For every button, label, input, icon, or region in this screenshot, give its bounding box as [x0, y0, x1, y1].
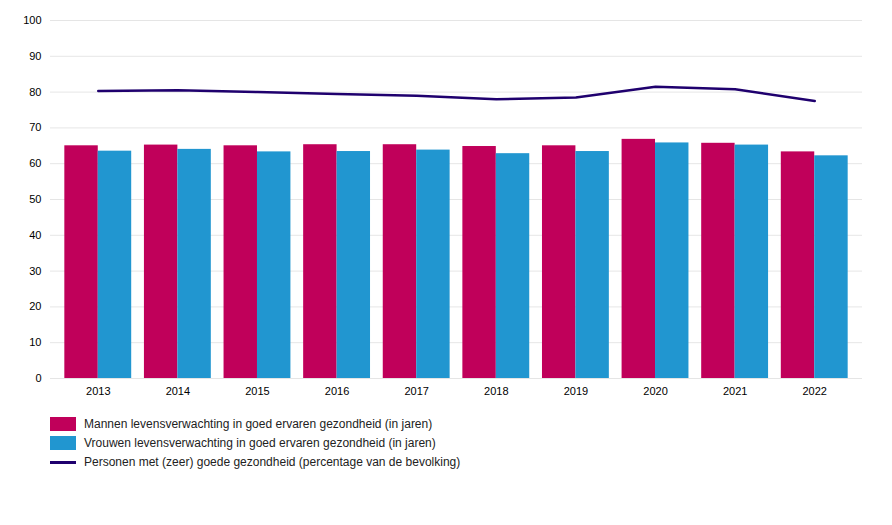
svg-text:40: 40: [29, 229, 41, 241]
svg-text:2019: 2019: [564, 385, 588, 397]
svg-text:30: 30: [29, 265, 41, 277]
html-text:Personen met (zeer) goede gezo: Personen met (zeer) goede gezondheid (pe…: [84, 455, 461, 469]
svg-text:50: 50: [29, 193, 41, 205]
svg-text:80: 80: [29, 86, 41, 98]
svg-text:2021: 2021: [723, 385, 747, 397]
svg-text:2018: 2018: [484, 385, 508, 397]
svg-text:2014: 2014: [166, 385, 190, 397]
svg-text:2017: 2017: [404, 385, 428, 397]
svg-text:20: 20: [29, 300, 41, 312]
svg-text:60: 60: [29, 157, 41, 169]
svg-text:0: 0: [35, 372, 41, 384]
svg-text:2013: 2013: [86, 385, 110, 397]
svg-text:70: 70: [29, 121, 41, 133]
svg-text:2020: 2020: [643, 385, 667, 397]
svg-text:10: 10: [29, 336, 41, 348]
svg-text:2016: 2016: [325, 385, 349, 397]
svg-text:2015: 2015: [245, 385, 269, 397]
svg-text:2022: 2022: [802, 385, 826, 397]
html-text:Vrouwen levensverwachting in g: Vrouwen levensverwachting in goed ervare…: [84, 436, 436, 450]
svg-text:100: 100: [23, 14, 41, 26]
svg-text:90: 90: [29, 50, 41, 62]
html-text:Mannen levensverwachting in go: Mannen levensverwachting in goed ervaren…: [84, 417, 433, 431]
